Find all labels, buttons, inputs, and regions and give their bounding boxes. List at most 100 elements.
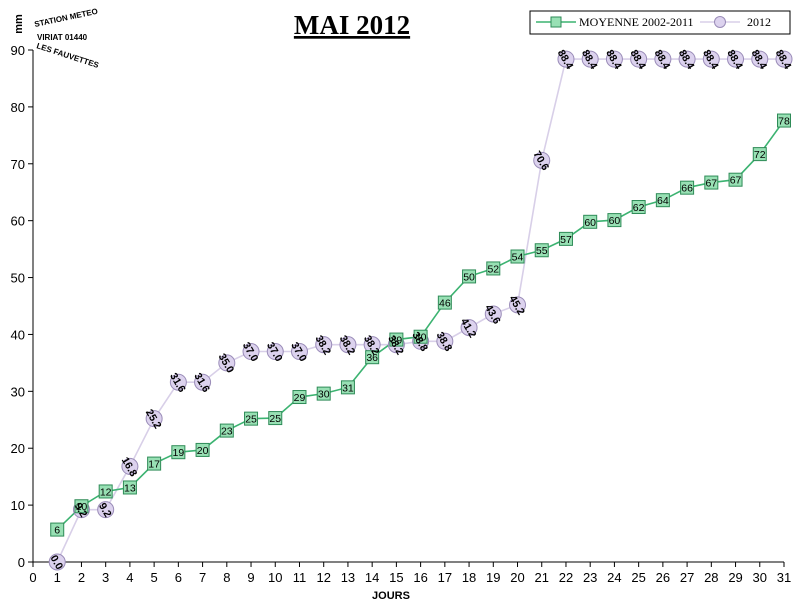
x-tick-label: 4 [126, 570, 133, 585]
point-2012 [630, 50, 648, 68]
point-2012 [605, 50, 623, 68]
point-moyenne [462, 269, 477, 284]
x-tick-label: 15 [389, 570, 403, 585]
point-2012 [145, 410, 163, 428]
x-axis-label: JOURS [372, 590, 410, 602]
legend-box [529, 10, 791, 35]
point-moyenne [534, 243, 549, 258]
logo-line-2: VIRIAT 01440 [37, 33, 88, 42]
point-2012 [97, 501, 115, 519]
point-moyenne [631, 200, 646, 215]
y-tick-label: 40 [11, 327, 25, 342]
x-tick-label: 23 [583, 570, 597, 585]
y-axis-label: mm [13, 14, 25, 34]
x-tick-label: 6 [175, 570, 182, 585]
data-label-moyenne: 78 [778, 116, 790, 128]
data-label-moyenne: 23 [221, 426, 233, 438]
y-tick-label: 30 [11, 384, 25, 399]
data-label-moyenne: 72 [754, 149, 766, 161]
data-label-moyenne: 60 [584, 217, 596, 229]
data-label-moyenne: 10 [76, 501, 88, 513]
data-label-moyenne: 52 [487, 263, 499, 275]
x-tick-label: 13 [341, 570, 355, 585]
point-moyenne [558, 231, 573, 246]
point-2012 [290, 343, 308, 361]
data-label-moyenne: 36 [366, 352, 378, 364]
point-moyenne [268, 411, 283, 426]
point-moyenne [244, 411, 259, 426]
point-2012 [533, 151, 551, 169]
data-label-moyenne: 60 [609, 215, 621, 227]
point-2012 [436, 332, 454, 350]
x-tick-label: 20 [510, 570, 524, 585]
data-label-moyenne: 31 [342, 382, 354, 394]
x-tick-label: 7 [199, 570, 206, 585]
legend-label-2012: 2012 [747, 15, 771, 29]
data-label-moyenne: 66 [681, 183, 693, 195]
data-label-moyenne: 25 [245, 414, 257, 426]
series-2012-line [56, 58, 784, 563]
point-moyenne [510, 249, 525, 264]
data-label-moyenne: 29 [294, 392, 306, 404]
point-2012 [775, 50, 793, 68]
data-label-moyenne: 57 [560, 234, 572, 246]
data-label-moyenne: 6 [54, 525, 60, 537]
logo-line-3: LES FAUVETTES [35, 41, 100, 70]
legend-marker-moyenne [550, 16, 562, 28]
point-moyenne [171, 445, 186, 460]
x-tick-label: 11 [293, 570, 307, 585]
series-layer: 6 10 12 13 17 19 20 23 25 25 29 30 31 36 39 40 46 50 52 54 5… [48, 48, 794, 572]
chart-title: MAI 2012 [294, 10, 410, 40]
data-label-moyenne: 67 [705, 178, 717, 190]
x-tick-label: 16 [413, 570, 427, 585]
legend-label-moyenne: MOYENNE 2002-2011 [579, 15, 694, 29]
x-tick-label: 26 [656, 570, 670, 585]
point-2012 [678, 50, 696, 68]
data-label-moyenne: 55 [536, 245, 548, 257]
point-moyenne [365, 350, 380, 365]
point-2012 [48, 553, 66, 571]
x-tick-label: 27 [680, 570, 694, 585]
data-label-moyenne: 17 [148, 459, 160, 471]
point-2012 [460, 319, 478, 337]
data-label-moyenne: 67 [730, 175, 742, 187]
data-label-moyenne: 12 [100, 486, 112, 498]
y-tick-label: 0 [18, 555, 25, 570]
x-tick-label: 19 [486, 570, 500, 585]
y-tick-label: 10 [11, 498, 25, 513]
y-tick-label: 90 [11, 43, 25, 58]
data-label-moyenne: 50 [463, 271, 475, 283]
point-2012 [484, 305, 502, 323]
point-2012 [315, 336, 333, 354]
y-tick-label: 20 [11, 441, 25, 456]
x-tick-label: 12 [316, 570, 330, 585]
point-2012 [702, 50, 720, 68]
data-label-moyenne: 30 [318, 389, 330, 401]
x-tick-label: 1 [54, 570, 61, 585]
data-label-moyenne: 39 [391, 335, 403, 347]
point-moyenne [680, 180, 695, 195]
data-label-moyenne: 64 [657, 195, 669, 207]
point-2012 [218, 354, 236, 372]
point-moyenne [777, 113, 791, 128]
point-moyenne [437, 295, 452, 310]
legend-marker-2012 [714, 16, 726, 28]
x-tick-label: 31 [777, 570, 791, 585]
data-label-moyenne: 40 [415, 332, 427, 344]
point-moyenne [389, 332, 404, 347]
point-moyenne [486, 261, 501, 276]
x-tick-label: 24 [607, 570, 621, 585]
data-label-moyenne: 54 [512, 252, 524, 264]
point-moyenne [316, 386, 331, 401]
point-2012 [509, 296, 527, 314]
data-label-moyenne: 13 [124, 482, 136, 494]
legend: MOYENNE 2002-2011 2012 [529, 10, 791, 35]
x-tick-label: 8 [223, 570, 230, 585]
y-tick-label: 80 [11, 100, 25, 115]
x-tick-label: 5 [151, 570, 158, 585]
point-moyenne [728, 172, 743, 187]
x-tick-label: 30 [753, 570, 767, 585]
point-moyenne [50, 522, 65, 537]
point-2012 [266, 343, 284, 361]
